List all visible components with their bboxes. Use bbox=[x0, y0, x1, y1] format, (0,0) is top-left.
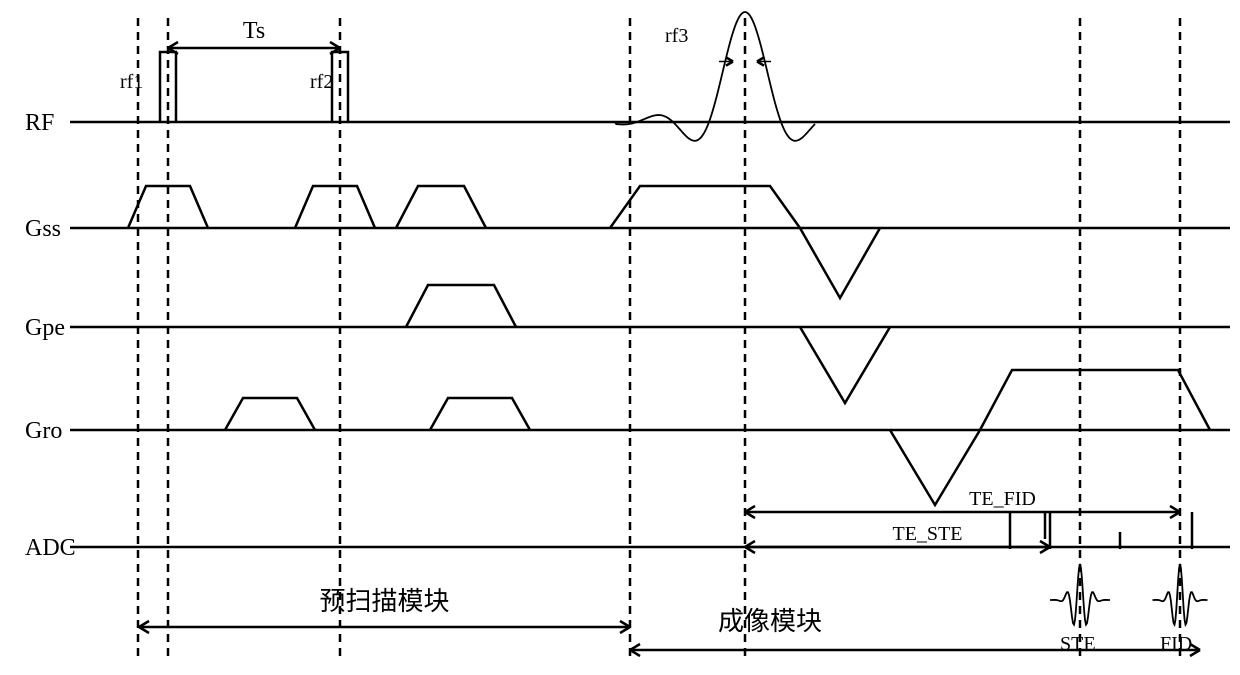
svg-text:rf3: rf3 bbox=[665, 25, 688, 47]
svg-text:Gro: Gro bbox=[25, 418, 62, 444]
svg-text:Gss: Gss bbox=[25, 216, 61, 242]
svg-text:TE_FID: TE_FID bbox=[969, 488, 1036, 510]
svg-text:STE: STE bbox=[1060, 633, 1096, 655]
svg-text:ADC: ADC bbox=[25, 535, 76, 561]
pulse-sequence-diagram: RF Gss Gpe Gro ADC Ts rf1 rf2 rf3 TE_FID TE_STE 预扫描… bbox=[0, 0, 1240, 675]
svg-text:RF: RF bbox=[25, 110, 54, 136]
svg-text:TE_STE: TE_STE bbox=[893, 523, 963, 545]
svg-text:rf1: rf1 bbox=[120, 71, 143, 93]
svg-text:预扫描模块: 预扫描模块 bbox=[319, 587, 449, 616]
svg-text:FID: FID bbox=[1160, 633, 1192, 655]
svg-text:成像模块: 成像模块 bbox=[718, 607, 822, 636]
svg-text:Gpe: Gpe bbox=[25, 315, 65, 341]
svg-text:Ts: Ts bbox=[243, 18, 265, 44]
svg-text:rf2: rf2 bbox=[310, 71, 333, 93]
